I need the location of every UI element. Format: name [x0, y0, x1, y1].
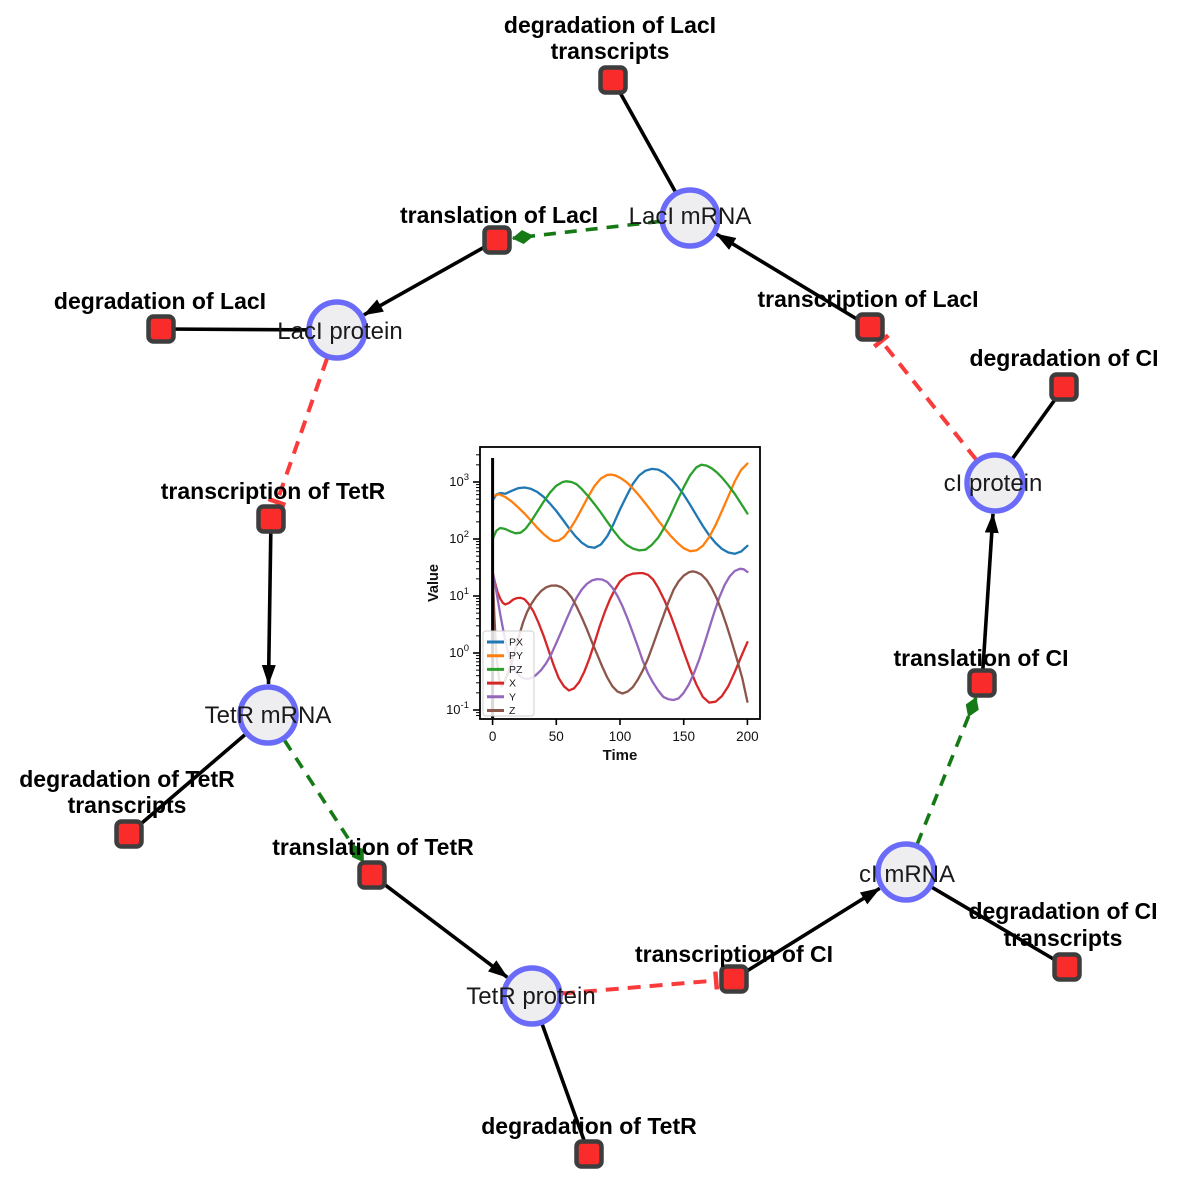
reaction-node-degradation-of-laci[interactable]	[146, 314, 176, 344]
svg-text:150: 150	[672, 729, 695, 744]
svg-text:103: 103	[449, 472, 469, 489]
edge-transcription-of-tetr-to-tetr-mrna	[261, 518, 276, 685]
label-translation-of-tetr: translation of TetR	[272, 834, 474, 860]
label-translation-of-ci: translation of CI	[893, 645, 1068, 671]
reaction-node-transcription-of-laci[interactable]	[855, 312, 885, 342]
label-degradation-of-tetr-transcripts-line1: degradation of TetR	[19, 766, 235, 792]
label-transcription-of-tetr: transcription of TetR	[161, 478, 386, 504]
label-tetr-protein: TetR protein	[466, 983, 595, 1010]
species-nodes	[237, 187, 1026, 1027]
label-degradation-of-laci-transcripts-line2: transcripts	[551, 38, 670, 64]
label-degradation-of-laci: degradation of LacI	[54, 288, 266, 314]
label-degradation-of-tetr: degradation of TetR	[481, 1113, 697, 1139]
edge-ci-protein-inhibits-transcription-of-laci	[872, 333, 978, 461]
label-transcription-of-ci: transcription of CI	[635, 941, 833, 967]
inset-chart: 0 50 100 150 200Time10310210110010-1ValuePXP…	[426, 446, 761, 764]
edge-translation-of-tetr-to-tetr-protein	[370, 873, 509, 979]
edge-laci-protein-inhibits-transcription-of-tetr	[267, 357, 329, 508]
chart-legend-entry-PY: PY	[509, 650, 523, 662]
svg-text:100: 100	[609, 729, 632, 744]
edge-ci-mrna-modifies-translation-of-ci	[915, 696, 979, 845]
chart-series-PY	[491, 462, 749, 553]
chart-x-axis-label: Time	[603, 747, 638, 764]
chart-legend-entry-Y: Y	[509, 691, 516, 703]
species-node-ci-mrna[interactable]	[875, 841, 937, 903]
label-ci-protein: cI protein	[944, 470, 1043, 497]
label-degradation-of-laci-transcripts-line1: degradation of LacI	[504, 12, 716, 38]
edge-laci-mrna-modifies-translation-of-laci	[511, 219, 661, 245]
reaction-node-translation-of-laci[interactable]	[482, 225, 512, 255]
reaction-node-degradation-of-laci-transcripts[interactable]	[598, 65, 628, 95]
label-tetr-mrna: TetR mRNA	[205, 702, 332, 729]
edge-tetr-mrna-modifies-translation-of-tetr	[282, 739, 365, 863]
svg-text:200: 200	[736, 729, 759, 744]
svg-text:10-1: 10-1	[446, 700, 469, 717]
species-node-laci-protein[interactable]	[306, 299, 368, 361]
svg-text:102: 102	[449, 529, 469, 546]
reaction-node-degradation-of-ci-transcripts[interactable]	[1052, 952, 1082, 982]
svg-text:0: 0	[489, 729, 497, 744]
label-degradation-of-ci-transcripts-line2: transcripts	[1004, 925, 1123, 951]
label-transcription-of-laci: transcription of LacI	[757, 286, 978, 312]
label-degradation-of-tetr-transcripts-line2: transcripts	[68, 792, 187, 818]
label-degradation-of-ci-transcripts-line1: degradation of CI	[968, 898, 1157, 924]
label-laci-protein: LacI protein	[277, 318, 402, 345]
label-laci-mrna: LacI mRNA	[629, 203, 752, 230]
network-labels: degradation of LacI transcripts translat…	[19, 12, 1158, 1139]
species-node-laci-mrna[interactable]	[659, 187, 721, 249]
chart-y-axis: 103 102 101 100 10-1 Value	[426, 454, 480, 717]
chart-legend-entry-X: X	[509, 678, 516, 690]
chart-y-axis-label: Value	[426, 564, 442, 602]
species-node-ci-protein[interactable]	[964, 452, 1026, 514]
species-node-tetr-protein[interactable]	[501, 965, 563, 1027]
reaction-node-translation-of-tetr[interactable]	[357, 860, 387, 890]
reaction-node-transcription-of-ci[interactable]	[719, 964, 749, 994]
chart-series-X	[491, 571, 749, 704]
reaction-node-degradation-of-tetr-transcripts[interactable]	[114, 819, 144, 849]
chart-x-axis: 0 50 100 150 200 Time	[489, 719, 759, 764]
species-node-tetr-mrna[interactable]	[237, 684, 299, 746]
svg-text:50: 50	[549, 729, 564, 744]
svg-text:100: 100	[449, 643, 469, 660]
edge-translation-of-ci-to-ci-protein	[980, 512, 999, 684]
reaction-nodes	[114, 65, 1082, 1169]
label-ci-mrna: cI mRNA	[859, 861, 955, 888]
chart-legend-entry-PX: PX	[509, 637, 523, 649]
edge-tetr-protein-inhibits-transcription-of-ci	[561, 971, 720, 996]
reaction-node-translation-of-ci[interactable]	[967, 668, 997, 698]
chart-series-PZ	[491, 463, 749, 552]
edge-transcription-of-laci-to-laci-mrna	[715, 232, 871, 329]
edge-ci-mrna-to-degradation-of-ci-transcripts	[905, 870, 1068, 969]
chart-series-PX	[491, 467, 749, 555]
chart-legend-entry-Z: Z	[509, 705, 516, 717]
svg-text:101: 101	[449, 586, 469, 603]
chart-legend-entry-PZ: PZ	[509, 664, 523, 676]
reaction-node-transcription-of-tetr[interactable]	[256, 504, 286, 534]
label-translation-of-laci: translation of LacI	[400, 202, 598, 228]
edge-translation-of-laci-to-laci-protein	[363, 238, 498, 317]
label-degradation-of-ci: degradation of CI	[969, 345, 1158, 371]
edge-transcription-of-ci-to-ci-mrna	[733, 886, 881, 981]
reaction-node-degradation-of-ci[interactable]	[1049, 372, 1079, 402]
reaction-node-degradation-of-tetr[interactable]	[574, 1139, 604, 1169]
